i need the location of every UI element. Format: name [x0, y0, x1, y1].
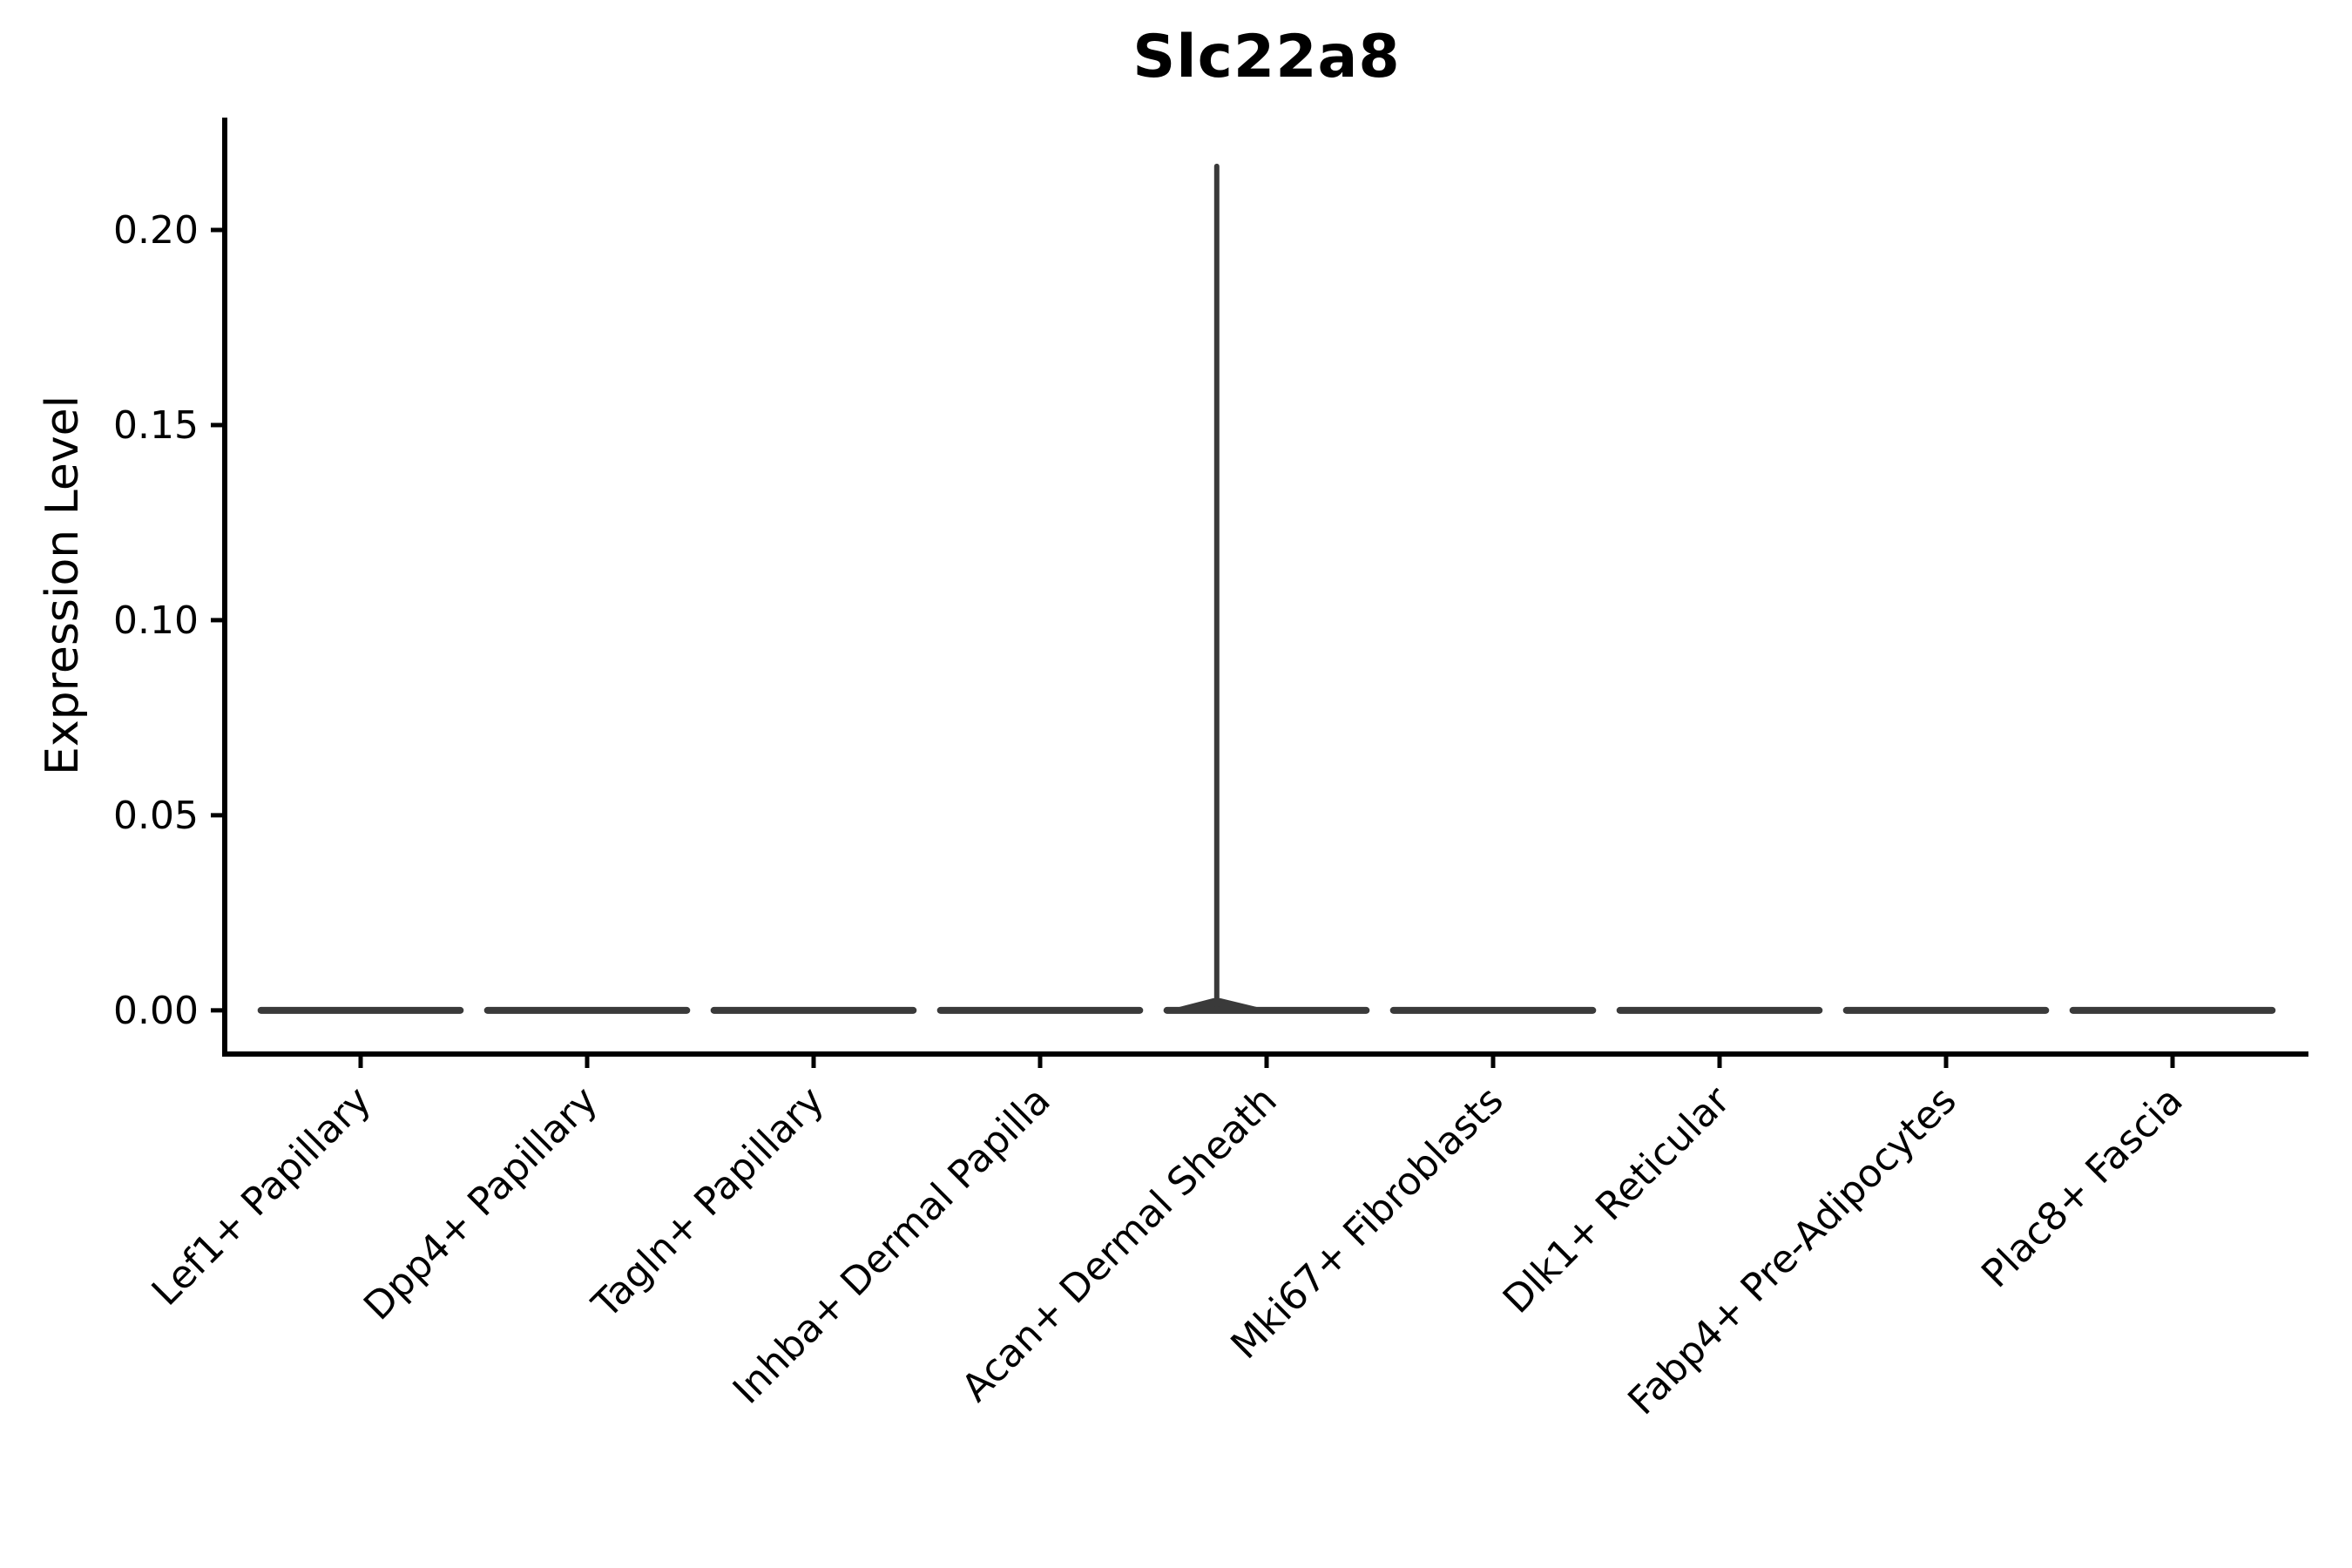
- y-tick-label: 0.00: [113, 989, 199, 1033]
- x-tick-label: Dlk1+ Reticular: [1495, 1078, 1740, 1322]
- y-tick-label: 0.10: [113, 598, 199, 643]
- y-axis-label: Expression Level: [37, 395, 89, 776]
- x-tick-label: Lef1+ Papillary: [144, 1078, 380, 1315]
- x-tick-label: Dpp4+ Papillary: [355, 1078, 606, 1329]
- x-tick-label: Tagln+ Papillary: [584, 1078, 833, 1328]
- y-tick-label: 0.05: [113, 794, 199, 838]
- x-tick-label: Plac8+ Fascia: [1973, 1078, 2192, 1297]
- y-tick-label: 0.15: [113, 403, 199, 448]
- y-tick-label: 0.20: [113, 208, 199, 253]
- chart-title: Slc22a8: [1132, 23, 1401, 91]
